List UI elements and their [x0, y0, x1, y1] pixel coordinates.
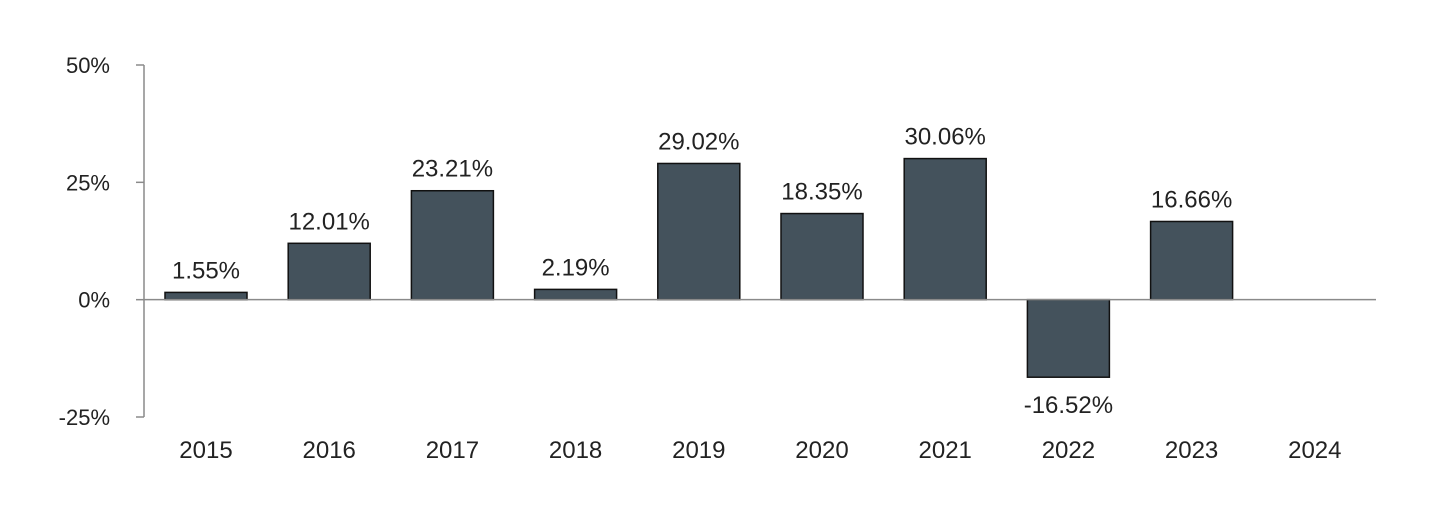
bar [780, 212, 864, 301]
x-tick-label: 2023 [1165, 437, 1218, 464]
bar [533, 288, 618, 301]
data-label: -16.52% [1024, 392, 1113, 419]
bar [1149, 220, 1234, 301]
bar [903, 157, 987, 301]
x-tick-label: 2024 [1288, 437, 1341, 464]
data-label: 18.35% [781, 179, 862, 206]
x-tick-label: 2017 [426, 437, 479, 464]
x-tick-label: 2021 [919, 437, 972, 464]
data-label: 1.55% [172, 257, 240, 284]
bar [657, 162, 741, 301]
x-tick-label: 2015 [179, 437, 232, 464]
bar [410, 189, 495, 301]
data-label: 16.66% [1151, 186, 1232, 213]
x-tick-label: 2019 [672, 437, 725, 464]
data-label: 30.06% [904, 124, 985, 151]
bars-layer [164, 157, 1234, 378]
bar [287, 242, 371, 301]
data-label: 23.21% [412, 156, 493, 183]
y-tick-label: -25% [59, 405, 110, 430]
x-tick-label: 2016 [303, 437, 356, 464]
data-label: 29.02% [658, 128, 739, 155]
data-label: 2.19% [542, 254, 610, 281]
y-tick-label: 0% [78, 288, 110, 313]
axis-layer: 50% 25% 0% -25% [59, 53, 145, 430]
bar [1026, 298, 1111, 378]
x-tick-label: 2022 [1042, 437, 1095, 464]
bar [164, 291, 248, 301]
labels-layer: 1.55% 2015 12.01% 2016 23.21% 2017 2.19% 2018 29… [172, 124, 1342, 464]
x-tick-label: 2018 [549, 437, 602, 464]
y-tick-label: 25% [66, 170, 110, 195]
data-label: 12.01% [288, 208, 369, 235]
y-tick-label: 50% [66, 53, 110, 78]
x-tick-label: 2020 [795, 437, 848, 464]
